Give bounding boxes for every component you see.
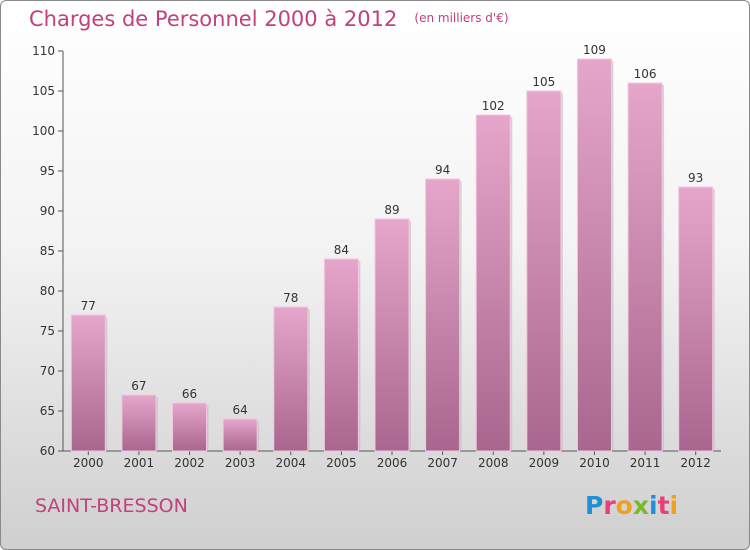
y-tick-label: 80 bbox=[40, 284, 55, 298]
brand-letter: o bbox=[615, 491, 633, 520]
y-tick-label: 90 bbox=[40, 204, 55, 218]
bar-2000 bbox=[70, 314, 106, 452]
bar-2004 bbox=[273, 306, 309, 452]
x-tick-label: 2006 bbox=[377, 456, 408, 470]
bar-2007 bbox=[425, 178, 461, 452]
data-label: 89 bbox=[384, 203, 399, 217]
data-label: 94 bbox=[435, 163, 450, 177]
bar-2005 bbox=[323, 258, 359, 452]
x-tick-label: 2007 bbox=[427, 456, 458, 470]
data-label: 102 bbox=[482, 99, 505, 113]
bar-2009 bbox=[526, 90, 562, 452]
bar-2012 bbox=[678, 186, 714, 452]
data-label: 78 bbox=[283, 291, 298, 305]
x-tick-label: 2009 bbox=[529, 456, 560, 470]
bar-2011 bbox=[627, 82, 663, 452]
bar-2010 bbox=[576, 58, 612, 452]
bar-2003 bbox=[222, 418, 258, 452]
brand-logo: Proxiti bbox=[585, 491, 678, 520]
brand-letter: i bbox=[669, 491, 679, 520]
y-tick-label: 75 bbox=[40, 324, 55, 338]
data-label: 93 bbox=[688, 171, 703, 185]
data-label: 66 bbox=[182, 387, 197, 401]
x-tick-label: 2011 bbox=[630, 456, 661, 470]
bar-2002 bbox=[172, 402, 208, 452]
data-label: 106 bbox=[634, 67, 657, 81]
brand-letter: t bbox=[657, 491, 670, 520]
x-tick-label: 2008 bbox=[478, 456, 509, 470]
brand-letter: r bbox=[603, 491, 616, 520]
x-tick-label: 2005 bbox=[326, 456, 357, 470]
chart-title: Charges de Personnel 2000 à 2012 bbox=[29, 7, 398, 31]
bar-2008 bbox=[475, 114, 511, 452]
x-tick-label: 2010 bbox=[579, 456, 610, 470]
y-tick-label: 100 bbox=[32, 124, 55, 138]
y-tick-label: 65 bbox=[40, 404, 55, 418]
x-tick-label: 2001 bbox=[124, 456, 155, 470]
data-label: 64 bbox=[233, 403, 248, 417]
data-label: 105 bbox=[532, 75, 555, 89]
data-label: 109 bbox=[583, 43, 606, 57]
y-tick-label: 60 bbox=[40, 444, 55, 458]
x-tick-label: 2002 bbox=[174, 456, 205, 470]
brand-letter: x bbox=[632, 491, 649, 520]
chart-subtitle: (en milliers d'€) bbox=[414, 11, 509, 25]
chart-bars bbox=[70, 58, 715, 452]
x-tick-label: 2004 bbox=[275, 456, 306, 470]
chart-axes: 60 65 70 75 80 85 90 95 100 105 110 bbox=[32, 44, 721, 458]
bar-2006 bbox=[374, 218, 410, 452]
title-row: Charges de Personnel 2000 à 2012 (en mil… bbox=[29, 7, 509, 31]
brand-letter: P bbox=[585, 491, 604, 520]
data-label: 77 bbox=[81, 299, 96, 313]
bar-2001 bbox=[121, 394, 157, 452]
y-tick-label: 85 bbox=[40, 244, 55, 258]
data-label: 67 bbox=[131, 379, 146, 393]
data-label: 84 bbox=[334, 243, 349, 257]
y-tick-label: 70 bbox=[40, 364, 55, 378]
y-tick-label: 110 bbox=[32, 44, 55, 58]
y-tick-label: 95 bbox=[40, 164, 55, 178]
x-tick-label: 2012 bbox=[680, 456, 711, 470]
commune-name: SAINT-BRESSON bbox=[35, 495, 188, 517]
brand-letter: i bbox=[649, 491, 658, 520]
x-tick-label: 2000 bbox=[73, 456, 104, 470]
x-tick-label: 2003 bbox=[225, 456, 256, 470]
chart-labels: 2000 77 2001 67 2002 66 2003 64 2004 78 2005 84 2006… bbox=[73, 43, 711, 470]
y-tick-label: 105 bbox=[32, 84, 55, 98]
